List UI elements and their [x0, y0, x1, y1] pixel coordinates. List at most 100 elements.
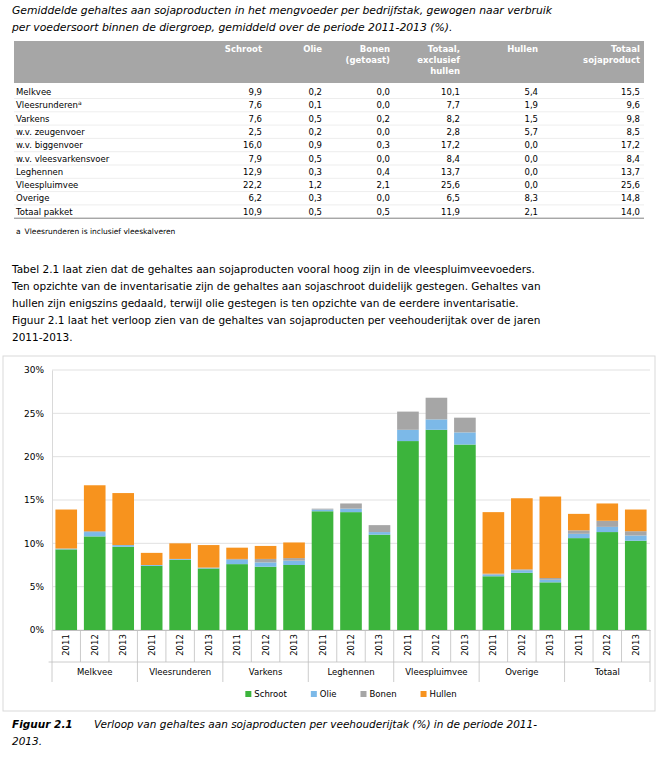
table-cell: 0,0 — [376, 154, 390, 164]
tick: 2013 — [289, 630, 299, 656]
group-separator — [564, 630, 565, 682]
row-label: Vleespluimvee — [16, 180, 78, 190]
bar — [568, 514, 590, 530]
table-cell: 0,3 — [308, 193, 322, 203]
row-label: w.v. vleesvarkensvoer — [16, 154, 110, 164]
row-label: w.v. biggenvoer — [16, 140, 83, 150]
group-separator — [52, 630, 53, 682]
bar — [169, 560, 191, 630]
bar — [397, 412, 419, 430]
bar — [312, 508, 334, 509]
table-cell: 16,0 — [243, 140, 262, 150]
bar — [426, 398, 448, 420]
table-cell: 12,9 — [243, 167, 262, 177]
tick: 2012 — [90, 630, 100, 656]
bar — [84, 532, 106, 536]
bar — [169, 543, 191, 559]
series — [55, 485, 646, 578]
table-cell: 8,2 — [446, 114, 460, 124]
tick-label: 2013 — [545, 634, 555, 656]
tick: 20% — [24, 452, 52, 462]
tick-label: 2012 — [261, 634, 271, 656]
table-cell: 1,5 — [524, 114, 538, 124]
bar — [625, 541, 647, 630]
tick-label: 2011 — [61, 634, 71, 656]
category-separator — [279, 630, 280, 662]
table-cell: 8,5 — [626, 127, 640, 137]
group-rule — [49, 662, 650, 663]
tick: 2011 — [317, 630, 327, 656]
tick-label: 0% — [30, 625, 45, 635]
tick-label: 2013 — [204, 634, 214, 656]
bar — [141, 553, 163, 565]
table-cell: 0,3 — [376, 140, 390, 150]
category-separator — [450, 630, 451, 662]
category-separator — [108, 630, 109, 662]
bar — [55, 549, 77, 630]
table-cell: 5,7 — [524, 127, 538, 137]
paragraph-line: Figuur 2.1 laat het verloop zien van de … — [12, 314, 540, 326]
bar — [454, 432, 476, 444]
table-cell: 0,0 — [376, 87, 390, 97]
tick: 2012 — [517, 630, 527, 656]
tick-label: 30% — [24, 365, 44, 375]
legend-item: Schroot — [245, 689, 287, 699]
tick-label: 2011 — [574, 634, 584, 656]
group-label: Vleespluimvee — [405, 667, 467, 677]
table-cell: 14,8 — [621, 193, 640, 203]
row-rule — [14, 125, 644, 126]
row-label: Leghennen — [16, 167, 63, 177]
series — [55, 430, 646, 630]
group-label: Vleesrunderen — [149, 667, 211, 677]
table-cell: 8,3 — [524, 193, 538, 203]
bar — [454, 418, 476, 433]
bar — [255, 546, 277, 559]
table-cell: 25,6 — [621, 180, 640, 190]
row-rule — [14, 138, 644, 139]
tick: 5% — [30, 582, 52, 592]
tick: 2011 — [232, 630, 242, 656]
tick-label: 2012 — [431, 634, 441, 656]
bar — [312, 511, 334, 630]
table-title: Gemiddelde gehaltes aan sojaproducten in… — [12, 4, 553, 17]
table-header: (getoast) — [346, 55, 390, 65]
row-label: Melkvee — [16, 87, 51, 97]
bar — [312, 510, 334, 512]
bar — [511, 570, 533, 573]
grid-line — [52, 413, 650, 414]
tick: 2013 — [118, 630, 128, 656]
row-rule — [14, 151, 644, 152]
table-header: hullen — [430, 66, 460, 76]
table-header: Schroot — [225, 44, 262, 54]
row-rule — [14, 178, 644, 179]
row-rule — [14, 165, 644, 166]
category-separator — [80, 630, 81, 662]
table-header: exclusief — [417, 55, 460, 65]
group-label: Varkens — [249, 667, 283, 677]
group-label: Leghennen — [327, 667, 374, 677]
bar — [397, 430, 419, 441]
axis-line — [53, 630, 651, 631]
bar — [540, 582, 562, 630]
table-cell: 0,4 — [376, 167, 390, 177]
table-cell: 15,5 — [621, 87, 640, 97]
axis-line — [52, 371, 53, 631]
bar — [483, 512, 505, 574]
footnote-text: Vleesrunderen is inclusief vleeskalveren — [25, 227, 176, 236]
legend-swatch — [421, 691, 427, 697]
table-cell: 0,2 — [376, 114, 390, 124]
legend-swatch — [311, 691, 317, 697]
group-separator — [137, 630, 138, 682]
table-cell: 0,5 — [308, 154, 322, 164]
legend-label: Bonen — [369, 689, 396, 699]
tick-label: 15% — [24, 495, 44, 505]
tick: 2012 — [431, 630, 441, 656]
tick: 2011 — [488, 630, 498, 656]
bar — [454, 445, 476, 630]
bar — [540, 497, 562, 578]
table-cell: 6,5 — [446, 193, 460, 203]
bar — [596, 532, 618, 630]
bar — [483, 576, 505, 630]
category-separator — [165, 630, 166, 662]
series — [84, 398, 647, 580]
